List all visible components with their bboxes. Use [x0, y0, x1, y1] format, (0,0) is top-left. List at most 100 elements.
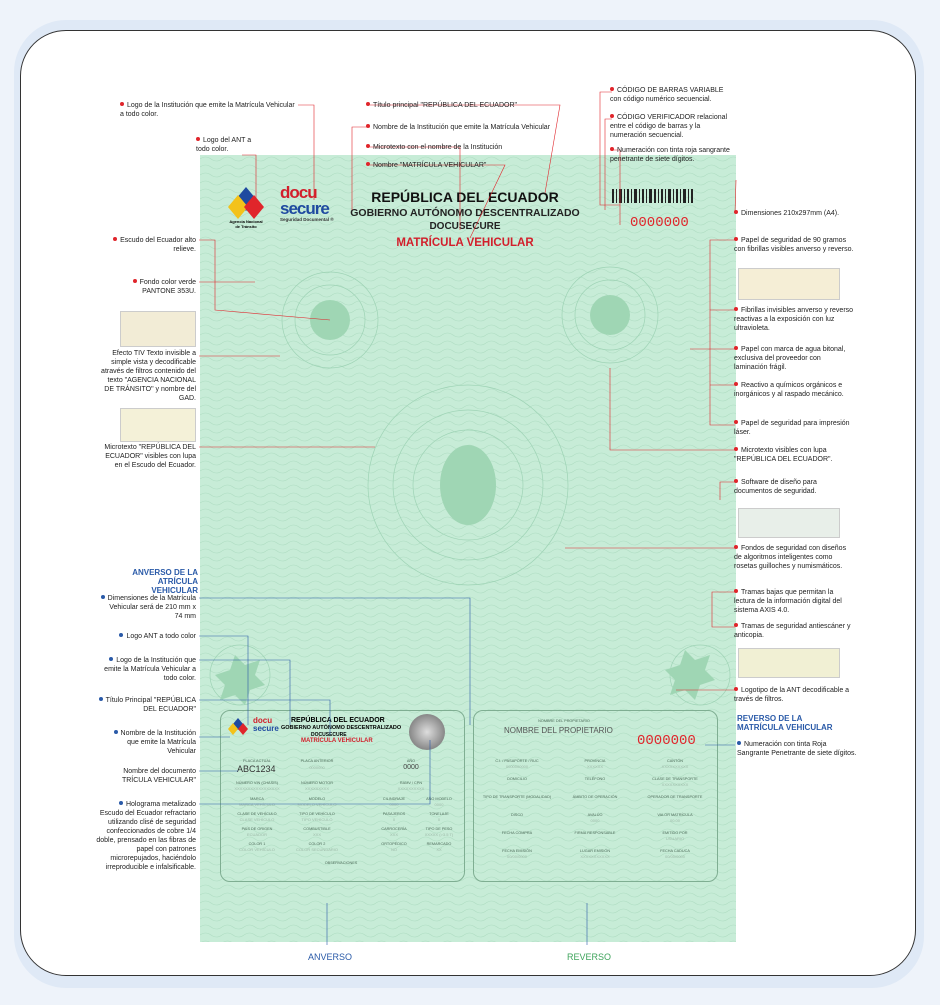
docusecure-logo-secure: secure: [280, 199, 330, 218]
country-title: REPÚBLICA DEL ECUADOR: [371, 189, 559, 205]
reverso-field-label: OPERADOR DE TRANSPORTE: [647, 795, 703, 799]
card-institution: GOBIERNO AUTÓNOMO DESCENTRALIZADO: [281, 725, 402, 731]
ann-verificador-text: CÓDIGO VERIFICADOR relacional entre el c…: [610, 114, 728, 139]
ann-marca-agua: Papel con marca de agua bitonal, exclusi…: [734, 345, 854, 372]
ramv-value: XXXXXXXXXX: [397, 786, 425, 791]
card-docusecure-logo-secure: secure: [253, 724, 279, 733]
guilloche-background: [200, 155, 736, 942]
card-institution-sub: DOCUSECURE: [311, 732, 347, 738]
reverso-field-value: XXXXXXXXXX: [661, 764, 689, 769]
ann-titulo: Título principal "REPÚBLICA DEL ECUADOR": [366, 101, 606, 110]
ann-ant-logo: Logo del ANT a todo color.: [196, 136, 256, 154]
ann-barcode: CÓDIGO DE BARRAS VARIABLE con código num…: [610, 86, 730, 104]
ann-tramas-bajas-text: Tramas bajas que permitan la lectura de …: [734, 589, 842, 614]
anverso-field-value: XXX: [312, 832, 321, 837]
institution-sub: DOCUSECURE: [429, 221, 501, 232]
ann-ant-logo-text: Logo del ANT a todo color.: [196, 137, 252, 153]
anverso-field-label: TIPO DE PESO: [425, 827, 453, 831]
ant-logo-text-1: Agencia Nacional: [229, 219, 263, 224]
anverso-field-label: CLASE DE VEHÍCULO: [237, 812, 277, 816]
prev-plate-value: 0000000: [309, 765, 325, 770]
serial-number-top: 0000000: [630, 215, 689, 231]
reverso-field-value: 00.00: [669, 818, 680, 823]
ann-fondo: Fondo color verde PANTONE 353U.: [110, 278, 196, 296]
reverso-card: NOMBRE DEL PROPIETARIO NOMBRE DEL PROPIE…: [473, 710, 718, 882]
card-docusecure-logo: docu secure: [253, 717, 279, 733]
anverso-field-label: CILINDRAJE: [382, 797, 406, 801]
ann-escudo-text: Escudo del Ecuador alto relieve.: [120, 237, 196, 253]
ann-anv-nombre-doc-text: Nombre del documento TRÍCULA VEHICULAR": [121, 768, 196, 784]
anverso-field-label: PAÍS DE ORIGEN: [241, 827, 273, 831]
reverso-field-label: CLASE DE TRANSPORTE: [652, 777, 698, 781]
fibrillas-sample-swatch: [738, 268, 840, 300]
ann-anv-logo-ant-text: Logo ANT a todo color: [126, 633, 196, 640]
ann-tramas-bajas: Tramas bajas que permitan la lectura de …: [734, 588, 854, 615]
ann-numeracion-text: Numeración con tinta roja sangrante pene…: [610, 147, 730, 163]
reverso-field-label: CANTÓN: [666, 759, 684, 763]
microtext-sample-swatch: [120, 408, 196, 442]
owner-label: NOMBRE DEL PROPIETARIO: [538, 719, 590, 723]
ann-nombre-matricula: Nombre "MATRÍCULA VEHICULAR": [366, 161, 606, 170]
reverso-field-label: FECHA EMISIÓN: [502, 849, 532, 853]
ann-rev-numeracion-text: Numeración con tinta Roja Sangrante Pene…: [737, 741, 857, 757]
prev-plate-label: PLACA ANTERIOR: [300, 759, 334, 763]
ann-microtexto: Microtexto "REPÚBLICA DEL ECUADOR" visib…: [100, 443, 196, 470]
anverso-field-label: AÑO MODELO: [426, 797, 452, 801]
ann-fondos: Fondos de seguridad con diseños de algor…: [734, 544, 854, 571]
reverso-field-value: 00/00/0000: [506, 854, 528, 859]
ann-fibrillas-text: Fibrillas invisibles anverso y reverso r…: [734, 307, 854, 332]
ann-anv-nombre-inst: Nombre de la Institución que emite la Ma…: [100, 729, 196, 756]
ann-titulo-text: Título principal "REPÚBLICA DEL ECUADOR": [373, 102, 517, 109]
observations-label: OBSERVACIONES: [324, 861, 358, 865]
ann-marca-agua-text: Papel con marca de agua bitonal, exclusi…: [734, 346, 846, 371]
anverso-field-value: MODELO VEHÍCULO: [297, 802, 337, 807]
year-value: 0000: [403, 764, 419, 771]
ann-microtexto-inst: Microtexto con el nombre de la Instituci…: [366, 143, 606, 152]
ann-verificador: CÓDIGO VERIFICADOR relacional entre el c…: [610, 113, 730, 140]
ann-fibrillas: Fibrillas invisibles anverso y reverso r…: [734, 306, 854, 333]
ann-rev-numeracion: Numeración con tinta Roja Sangrante Pene…: [737, 740, 857, 758]
ann-institution-logo: Logo de la Institución que emite la Matr…: [120, 101, 300, 119]
ann-microtexto-text: Microtexto "REPÚBLICA DEL ECUADOR" visib…: [104, 444, 196, 469]
ann-microtexto-lupa: Microtexto visibles con lupa "REPÚBLICA …: [734, 446, 854, 464]
docusecure-logo-docu: docu: [280, 183, 318, 202]
anverso-field-value: MARCA VEHÍCULO: [239, 802, 275, 807]
anverso-field-label: REMARCADO: [426, 842, 452, 846]
ann-tramas-seg: Tramas de seguridad antiescáner y antico…: [734, 622, 854, 640]
anverso-field-value: COLOR SECUNDARIO: [295, 847, 338, 852]
reverso-field-value: USUARIO: [665, 836, 685, 841]
reverso-field-label: FIRMA RESPONSABLE: [574, 831, 616, 835]
vin-value: XXXXXXXXXXXXXXXXX: [234, 786, 280, 791]
motor-label: NÚMERO MOTOR: [301, 781, 333, 785]
ann-anv-holograma: Holograma metalizado Escudo del Ecuador …: [96, 800, 196, 872]
anverso-field-value: XXXXX (>3.5 T): [424, 832, 454, 837]
ann-anv-nombre-inst-text: Nombre de la Institución que emite la Ma…: [120, 730, 196, 755]
document-title: MATRÍCULA VEHICULAR: [396, 237, 534, 249]
anverso-field-label: TIPO DE VEHÍCULO: [299, 812, 335, 816]
ann-tiv-text: Efecto TIV Texto invisible a simple vist…: [101, 350, 196, 402]
ann-anv-titulo: Título Principal "REPÚBLICA DEL ECUADOR": [90, 696, 196, 714]
anverso-field-label: TONELAJE: [429, 812, 449, 816]
anverso-field-label: MODELO: [308, 797, 326, 801]
anverso-field-value: XXX: [389, 832, 398, 837]
ann-microtexto-lupa-text: Microtexto visibles con lupa "REPÚBLICA …: [734, 447, 833, 463]
anverso-card: docu secure REPÚBLICA DEL ECUADOR GOBIER…: [220, 710, 465, 882]
ann-logotipo-ant: Logotipo de la ANT decodificable a travé…: [734, 686, 854, 704]
reverso-field-label: DISCO: [510, 813, 524, 817]
anverso-section-title: ANVERSO DE LA ATRÍCULA VEHICULAR: [132, 568, 198, 595]
reverso-field-label: ÁMBITO DE OPERACIÓN: [572, 795, 618, 799]
reverso-field-value: 00/00/0000: [664, 854, 686, 859]
ann-nombre-inst: Nombre de la Institución que emite la Ma…: [366, 123, 606, 132]
serial-number-reverso: 0000000: [637, 733, 696, 749]
ann-logotipo-ant-text: Logotipo de la ANT decodificable a travé…: [734, 687, 850, 703]
anverso-field-label: ORTOPÉDICO: [381, 842, 407, 846]
reverso-field-label: AVALÚO: [587, 813, 603, 817]
reverso-field-value: XXXXXXXXXX: [661, 782, 689, 787]
anverso-field-value: 0: [437, 817, 441, 822]
anverso-field-value: XX: [436, 847, 442, 852]
reverso-section-title: REVERSO DE LA MATRÍCULA VEHICULAR: [737, 714, 833, 732]
ann-software-text: Software de diseño para documentos de se…: [734, 479, 817, 495]
anverso-field-label: CARROCERÍA: [381, 827, 407, 831]
ann-papel-text: Papel de seguridad de 90 gramos con fibr…: [734, 237, 854, 253]
